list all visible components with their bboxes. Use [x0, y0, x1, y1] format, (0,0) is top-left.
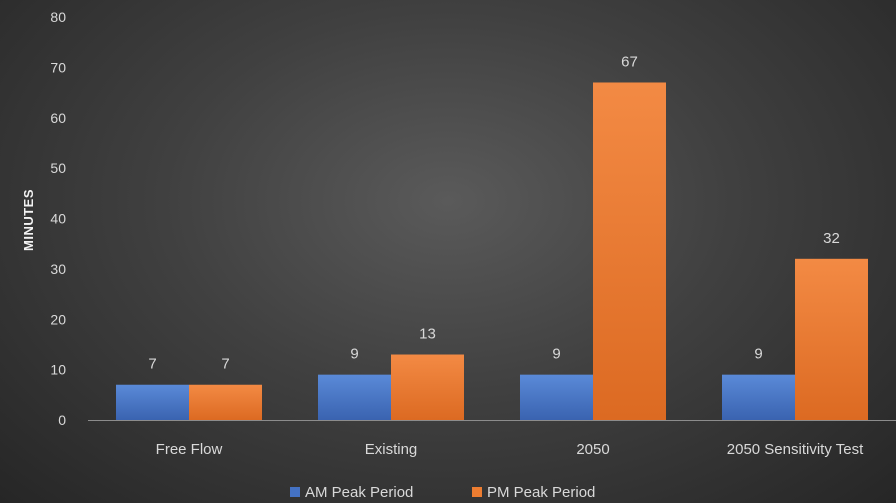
- bar-pm: [391, 354, 464, 420]
- legend-label-pm: PM Peak Period: [487, 484, 595, 501]
- data-label: 13: [419, 326, 436, 343]
- y-tick-label: 40: [50, 211, 66, 227]
- bar-am: [318, 374, 391, 420]
- data-label: 9: [350, 346, 358, 363]
- data-label: 32: [823, 230, 840, 247]
- y-tick-label: 80: [50, 9, 66, 25]
- data-label: 9: [552, 346, 560, 363]
- y-axis-ticks: 0 10 20 30 40 50 60 70 80: [50, 9, 66, 428]
- y-tick-label: 70: [50, 59, 66, 75]
- legend-swatch-pm: [472, 487, 482, 497]
- x-category-label: 2050 Sensitivity Test: [727, 441, 864, 458]
- y-tick-label: 10: [50, 362, 66, 378]
- bar-pm: [795, 258, 868, 420]
- legend: AM Peak Period PM Peak Period: [290, 484, 595, 501]
- data-label: 7: [148, 356, 156, 373]
- y-tick-label: 0: [58, 412, 66, 428]
- bar-am: [722, 374, 795, 420]
- bar-pm: [593, 82, 666, 421]
- y-tick-label: 30: [50, 261, 66, 277]
- bar-am: [116, 384, 189, 420]
- bar-am: [520, 374, 593, 420]
- y-tick-label: 60: [50, 110, 66, 126]
- data-label: 67: [621, 53, 638, 70]
- legend-label-am: AM Peak Period: [305, 484, 413, 501]
- legend-swatch-am: [290, 487, 300, 497]
- x-category-label: Existing: [365, 441, 418, 458]
- bar-pm: [189, 384, 262, 420]
- bars-group: 7 7 9 13 9 67 9 32: [116, 53, 868, 421]
- y-axis-label: MINUTES: [21, 189, 36, 251]
- x-category-label: Free Flow: [156, 441, 223, 458]
- data-label: 9: [754, 346, 762, 363]
- x-axis-categories: Free Flow Existing 2050 2050 Sensitivity Te…: [156, 441, 864, 458]
- y-tick-label: 20: [50, 311, 66, 327]
- y-tick-label: 50: [50, 160, 66, 176]
- data-label: 7: [221, 356, 229, 373]
- x-category-label: 2050: [576, 441, 609, 458]
